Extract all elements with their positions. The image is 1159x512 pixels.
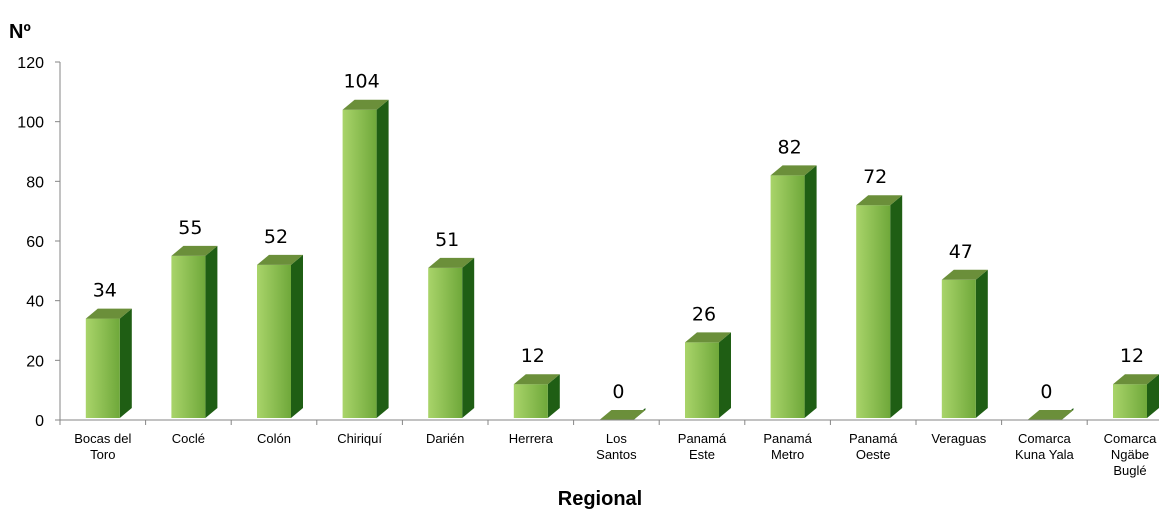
- x-tick-label: Darién: [426, 431, 464, 446]
- bar-side: [804, 165, 817, 418]
- y-tick-label: 0: [35, 413, 44, 430]
- bar: [171, 245, 218, 418]
- data-label: 51: [435, 229, 459, 251]
- x-tick-label: Panamá Este: [678, 431, 727, 462]
- bar-front: [856, 205, 891, 418]
- bar-top: [1113, 374, 1159, 385]
- bar-side: [1147, 374, 1159, 418]
- bar: [1027, 408, 1074, 420]
- data-label: 104: [343, 71, 379, 93]
- bar-side: [291, 254, 303, 418]
- y-axis: 0 20 40 60 80 100 120: [17, 55, 61, 430]
- x-axis-title: Regional: [558, 488, 642, 510]
- y-tick-label: 120: [17, 55, 44, 72]
- bar-front: [85, 318, 120, 418]
- bar-top: [342, 99, 389, 110]
- bar: [770, 165, 817, 418]
- bar: [85, 308, 132, 418]
- bar-front: [257, 264, 291, 418]
- y-tick-label: 40: [26, 294, 44, 311]
- x-tick-label: Comarca Ngäbe Buglé: [1104, 431, 1158, 478]
- bar-top: [85, 308, 132, 319]
- bar-side: [975, 269, 988, 418]
- bar: [599, 408, 646, 420]
- data-label: 52: [264, 226, 288, 248]
- data-label: 12: [1120, 345, 1144, 367]
- x-tick-label: Panamá Oeste: [849, 431, 898, 462]
- bar: [941, 269, 988, 418]
- bar-side: [462, 257, 475, 418]
- bar-front: [685, 342, 719, 418]
- y-tick-label: 20: [26, 353, 44, 370]
- x-tick-label: Bocas del Toro: [74, 431, 131, 462]
- x-tick-label: Comarca Kuna Yala: [1015, 431, 1075, 462]
- y-tick-label: 60: [26, 234, 44, 251]
- bars: 34 55 52 104 51 12 0 26 82 72 47 0 12: [85, 71, 1159, 420]
- x-tick-label: Herrera: [509, 431, 554, 446]
- bar-front: [171, 255, 206, 418]
- bar-top: [257, 254, 303, 265]
- bar-top: [599, 410, 646, 420]
- x-axis: Bocas del Toro Coclé Colón Chiriquí Darién Her…: [59, 419, 1159, 478]
- x-tick-label: Panamá Metro: [763, 431, 812, 462]
- bar-front: [513, 384, 548, 418]
- data-label: 47: [949, 241, 973, 263]
- bar-top: [171, 245, 218, 256]
- bar-top: [770, 165, 817, 176]
- bar: [257, 254, 303, 418]
- bar-top: [941, 269, 988, 280]
- bar-front: [428, 267, 463, 418]
- bar: [342, 99, 389, 418]
- data-label: 72: [863, 166, 887, 188]
- data-label: 82: [778, 136, 802, 158]
- data-label: 0: [1040, 381, 1052, 403]
- bar-top: [513, 374, 560, 385]
- x-tick-label: Veraguas: [931, 431, 986, 446]
- x-tick-label: Coclé: [172, 431, 205, 446]
- data-label: 34: [93, 280, 117, 302]
- bar-side: [205, 245, 218, 418]
- bar-top: [428, 257, 475, 268]
- bar-side: [119, 308, 132, 418]
- bar-top: [1027, 410, 1074, 420]
- data-label: 55: [178, 217, 202, 239]
- bar-front: [1113, 384, 1147, 418]
- x-tick-label: Los Santos: [596, 431, 637, 462]
- bar: [428, 257, 475, 418]
- y-tick-label: 80: [26, 174, 44, 191]
- bar-front: [941, 279, 976, 418]
- bar-front: [770, 175, 805, 418]
- data-label: 26: [692, 303, 716, 325]
- x-tick-label: Chiriquí: [337, 431, 382, 446]
- bar-top: [856, 195, 903, 206]
- bar-top: [685, 332, 731, 343]
- bar: [856, 195, 903, 418]
- bar: [685, 332, 731, 418]
- bar-side: [719, 332, 731, 418]
- bar: [1113, 374, 1159, 418]
- bar: [513, 374, 560, 418]
- x-tick-label: Colón: [257, 431, 291, 446]
- bar-side: [890, 195, 903, 418]
- bar-front: [342, 109, 377, 418]
- bar-side: [547, 374, 560, 418]
- bar-side: [376, 99, 389, 418]
- y-tick-label: 100: [17, 115, 44, 132]
- data-label: 12: [521, 345, 545, 367]
- y-axis-title: Nº: [9, 21, 31, 43]
- data-label: 0: [612, 381, 624, 403]
